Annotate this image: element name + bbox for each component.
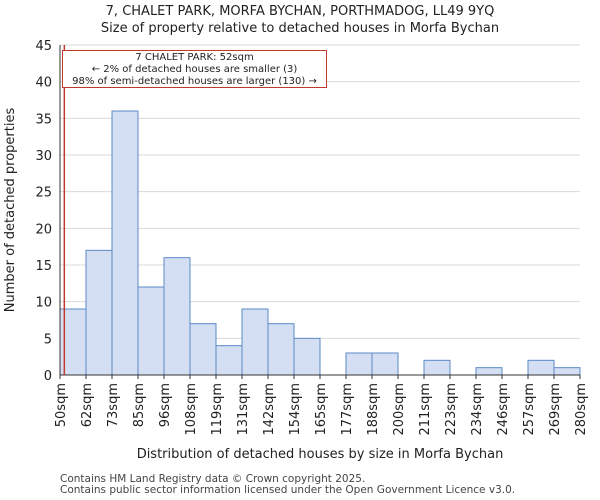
y-tick-label: 25 <box>35 186 52 201</box>
histogram-bar <box>163 257 191 376</box>
property-annotation-box: 7 CHALET PARK: 52sqm ← 2% of detached ho… <box>62 50 327 88</box>
y-tick-label: 10 <box>35 296 52 311</box>
y-tick-label: 40 <box>35 76 52 91</box>
histogram-bar <box>371 352 399 376</box>
histogram-bar <box>215 345 243 376</box>
annotation-line2: ← 2% of detached houses are smaller (3) <box>91 64 298 75</box>
histogram-bar <box>85 249 113 376</box>
y-tick-label: 5 <box>44 332 52 347</box>
y-tick-label: 20 <box>35 222 52 237</box>
histogram-bar <box>527 359 555 376</box>
x-tick-label: 269sqm <box>548 383 563 436</box>
x-tick-label: 62sqm <box>80 383 95 427</box>
x-tick-label: 200sqm <box>392 383 407 436</box>
y-axis-title: Number of detached properties <box>3 108 18 313</box>
x-tick-label: 142sqm <box>262 383 277 436</box>
x-tick-label: 246sqm <box>496 383 511 436</box>
x-tick-label: 188sqm <box>366 383 381 436</box>
x-tick-label: 73sqm <box>106 383 121 427</box>
annotation-line3: 98% of semi-detached houses are larger (… <box>72 76 317 87</box>
x-tick-label: 280sqm <box>574 383 589 436</box>
x-tick-label: 234sqm <box>470 383 485 436</box>
y-tick-label: 0 <box>44 369 52 384</box>
histogram-bar <box>189 323 217 376</box>
histogram-bar <box>293 337 321 376</box>
histogram-bar <box>267 323 295 376</box>
x-axis-title: Distribution of detached houses by size … <box>137 447 504 462</box>
histogram-bar <box>111 110 139 376</box>
x-tick-label: 257sqm <box>522 383 537 436</box>
y-tick-label: 45 <box>35 39 52 54</box>
footer-line1: Contains HM Land Registry data © Crown c… <box>60 473 366 485</box>
chart-title-line1: 7, CHALET PARK, MORFA BYCHAN, PORTHMADOG… <box>105 4 495 19</box>
x-tick-label: 85sqm <box>132 383 147 427</box>
histogram-bar <box>241 308 269 376</box>
y-tick-label: 15 <box>35 259 52 274</box>
y-tick-label: 35 <box>35 112 52 127</box>
x-tick-label: 154sqm <box>288 383 303 436</box>
chart-title-line2: Size of property relative to detached ho… <box>100 21 500 36</box>
x-tick-label: 165sqm <box>314 383 329 436</box>
annotation-line1: 7 CHALET PARK: 52sqm <box>135 52 254 63</box>
histogram-bar <box>553 367 581 376</box>
histogram-bar <box>423 359 451 376</box>
x-tick-label: 119sqm <box>210 383 225 436</box>
x-tick-label: 108sqm <box>184 383 199 436</box>
x-tick-label: 50sqm <box>54 383 69 427</box>
y-tick-label: 30 <box>35 149 52 164</box>
x-tick-label: 223sqm <box>444 383 459 436</box>
footer-line2: Contains public sector information licen… <box>60 484 516 496</box>
x-tick-label: 131sqm <box>236 383 251 436</box>
histogram-bar <box>137 286 165 376</box>
x-tick-label: 211sqm <box>418 383 433 436</box>
x-tick-label: 96sqm <box>158 383 173 427</box>
x-tick-label: 177sqm <box>340 383 355 436</box>
histogram-bar <box>475 367 503 376</box>
histogram-bar <box>345 352 373 376</box>
